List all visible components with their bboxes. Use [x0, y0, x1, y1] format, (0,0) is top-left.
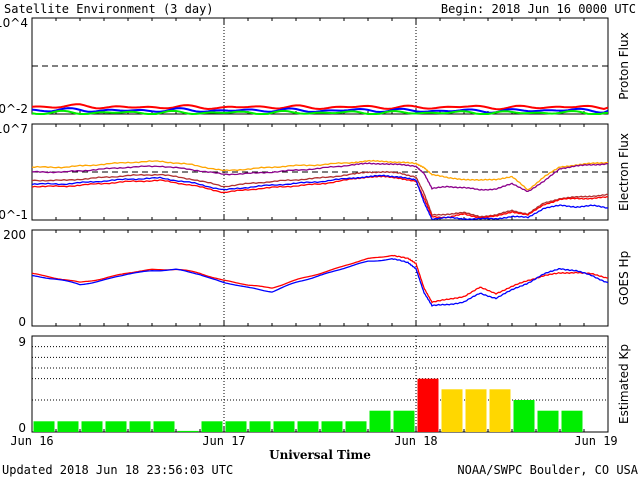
- electron-series-red: [31, 175, 609, 219]
- goes_hp-series-blue: [31, 258, 609, 307]
- hp-ytick-bottom: 0: [18, 315, 26, 329]
- x-tick-label: Jun 19: [574, 434, 617, 448]
- goes_hp-series-red: [31, 254, 609, 304]
- begin-time: Begin: 2018 Jun 16 0000 UTC: [441, 2, 636, 16]
- kp-bar: [225, 421, 247, 432]
- kp-ytick-bottom: 0: [18, 421, 26, 435]
- proton-ytick-top: 10^4: [0, 16, 28, 30]
- kp-bar: [393, 410, 415, 432]
- x-tick-label: Jun 16: [10, 434, 53, 448]
- kp-bar: [153, 421, 175, 432]
- plot-area: [31, 17, 609, 433]
- goes_hp-frame: [31, 229, 609, 327]
- kp-bar: [345, 421, 367, 432]
- hp-ylabel: GOES Hp: [617, 251, 631, 305]
- proton-frame: [31, 17, 609, 115]
- hp-ytick-top: 200: [3, 228, 26, 242]
- proton-ylabel: Proton Flux: [617, 32, 631, 99]
- kp-bar: [321, 421, 343, 432]
- credit: NOAA/SWPC Boulder, CO USA: [457, 463, 638, 477]
- proton-series-blue: [31, 107, 609, 114]
- kp-bar: [273, 421, 295, 432]
- kp-bar: [129, 421, 151, 432]
- electron-ylabel: Electron Flux: [617, 133, 631, 211]
- proton-series-green: [31, 109, 609, 116]
- electron-series-dark_red: [31, 170, 609, 218]
- kp-bar: [177, 430, 199, 432]
- kp-ytick-top: 9: [18, 335, 26, 349]
- kp-bar: [513, 400, 535, 432]
- kp-bar: [441, 389, 463, 432]
- electron-ytick-bottom: 10^-1: [0, 208, 28, 222]
- kp-bar: [105, 421, 127, 432]
- proton-series-red: [31, 103, 609, 111]
- kp-bar: [57, 421, 79, 432]
- x-axis-label: Universal Time: [269, 448, 371, 462]
- kp-bar: [561, 410, 583, 432]
- kp-bar: [249, 421, 271, 432]
- kp-bar: [81, 421, 103, 432]
- electron-series-blue: [31, 174, 609, 221]
- electron-series-purple: [31, 162, 608, 193]
- electron-ytick-top: 10^7: [0, 122, 28, 136]
- kp-bar: [465, 389, 487, 432]
- kp-bar: [201, 421, 223, 432]
- chart-title: Satellite Environment (3 day): [4, 2, 214, 16]
- electron-frame: [31, 123, 609, 221]
- kp-bar: [369, 410, 391, 432]
- proton-ytick-bottom: 10^-2: [0, 102, 28, 116]
- x-tick-label: Jun 18: [394, 434, 437, 448]
- kp-bar: [489, 389, 511, 432]
- updated-time: Updated 2018 Jun 18 23:56:03 UTC: [2, 463, 233, 477]
- kp-bar: [417, 378, 439, 432]
- x-tick-label: Jun 17: [202, 434, 245, 448]
- kp-bar: [33, 421, 55, 432]
- kp-bar: [537, 410, 559, 432]
- kp-ylabel: Estimated Kp: [617, 344, 631, 424]
- electron-series-orange: [31, 159, 609, 191]
- kp-bar: [297, 421, 319, 432]
